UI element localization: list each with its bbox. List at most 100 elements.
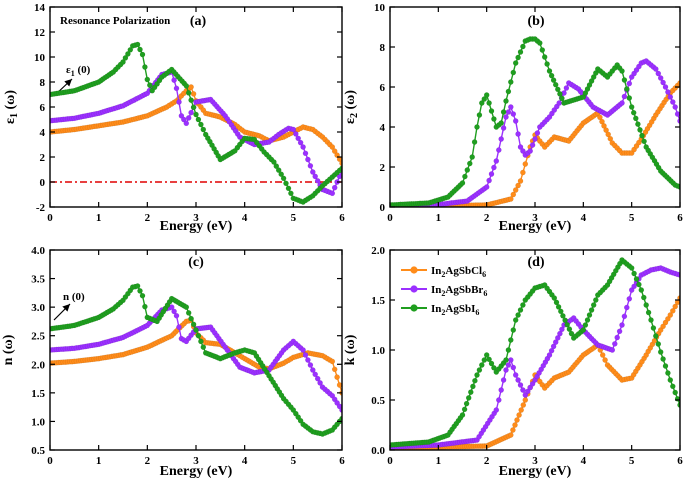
- panel-d-point-cl: [667, 312, 674, 318]
- panel-b-point-br: [496, 147, 502, 153]
- panel-b-x-tick-label: 3: [532, 212, 538, 224]
- panel-d-point-br: [522, 392, 529, 398]
- panel-a-point-br: [297, 139, 304, 146]
- panel-d-point-i: [648, 317, 654, 323]
- panel-b-series-group: [390, 36, 680, 207]
- panel-d-point-i: [645, 309, 652, 316]
- legend-label-br: In2AgSbBr6: [431, 284, 487, 298]
- panel-d-point-cl: [516, 412, 522, 418]
- panel-b-point-i: [508, 79, 514, 85]
- panel-d-point-br: [496, 397, 502, 403]
- panel-b-point-cl: [515, 182, 521, 189]
- panel-d-point-cl: [512, 422, 518, 428]
- panel-b-point-i: [539, 47, 546, 53]
- panel-d-label: (d): [527, 255, 544, 270]
- panel-d-point-br: [493, 407, 500, 413]
- panel-c-y-tick-label: 1.0: [31, 416, 45, 428]
- panel-d-point-i: [588, 307, 595, 313]
- panel-c-point-cl: [336, 382, 342, 388]
- panel-c-x-tick-label: 4: [242, 455, 248, 467]
- panel-a-point-br: [336, 173, 342, 180]
- panel-a-y-axis-label: ε1 (ω): [3, 90, 20, 124]
- panel-a-point-i: [195, 116, 202, 123]
- legend-marker-i: [410, 304, 418, 312]
- panel-d-point-cl: [522, 397, 529, 403]
- panel-b-point-cl: [520, 169, 526, 176]
- panel-b-point-br: [529, 142, 536, 148]
- panel-a-point-i: [134, 41, 141, 48]
- panel-b-point-br: [534, 130, 541, 136]
- panel-c-x-tick-label: 2: [145, 455, 151, 467]
- panel-b-point-cl: [522, 161, 529, 167]
- panel-a-y-tick-label: 10: [34, 52, 46, 64]
- panel-b-point-br: [498, 136, 504, 142]
- panel-c-point-cl: [329, 358, 336, 365]
- panel-d-point-i: [653, 333, 659, 339]
- panel-d-point-br: [527, 384, 533, 391]
- panel-b-point-i: [626, 95, 633, 101]
- panel-b-point-i: [546, 68, 553, 74]
- panel-c-point-i: [139, 292, 146, 299]
- panel-b-point-br: [500, 125, 507, 131]
- panel-c-point-i: [134, 283, 141, 289]
- panel-b-x-tick-label: 2: [484, 212, 490, 224]
- panel-b-x-tick-label: 5: [629, 212, 635, 224]
- panel-d-point-cl: [510, 427, 516, 433]
- panel-d-point-cl: [518, 407, 524, 413]
- panel-b-point-cl: [603, 127, 609, 133]
- panel-a-point-i: [188, 97, 194, 103]
- panel-a-point-br: [181, 116, 187, 123]
- panel-a-point-i: [200, 126, 207, 133]
- panel-d-point-i: [582, 322, 589, 328]
- panel-a-point-br: [331, 184, 338, 191]
- panel-d-point-br: [612, 341, 618, 347]
- panel-b-point-i: [481, 96, 488, 102]
- legend-marker-cl: [410, 266, 418, 274]
- panel-b-point-i: [635, 121, 641, 127]
- panel-a-y-tick-label: 4: [40, 127, 46, 139]
- panel-b-point-i: [639, 132, 645, 139]
- panel-c-point-i: [195, 332, 202, 339]
- legend-item-i: In2AgSbI6: [401, 303, 479, 317]
- panel-b-point-i: [559, 95, 565, 102]
- panel-b-point-br: [667, 94, 674, 100]
- panel-a-point-i: [183, 83, 190, 89]
- panel-a-y-tick-label: 2: [40, 152, 46, 164]
- panel-a-point-i: [125, 51, 131, 57]
- panel-d-point-cl: [660, 323, 666, 330]
- panel-b-point-i: [498, 120, 504, 126]
- panel-a-point-i: [278, 171, 284, 177]
- panel-a-point-br: [176, 99, 182, 105]
- panel-a-point-br: [310, 169, 316, 175]
- panel-d-point-i: [643, 302, 649, 308]
- panel-c-point-br: [302, 352, 309, 358]
- panel-c-point-i: [190, 321, 197, 328]
- panel-c-point-br: [176, 324, 182, 330]
- panel-b-point-br: [512, 118, 519, 124]
- panel-a-point-br: [173, 85, 180, 92]
- panel-a-x-tick-label: 1: [96, 212, 102, 224]
- panel-d-point-i: [517, 307, 524, 313]
- panel-d-point-br: [609, 347, 616, 353]
- panel-b-point-cl: [605, 131, 611, 138]
- panel-d-point-i: [461, 406, 468, 413]
- panel-d-series-group: [390, 257, 680, 450]
- panel-a-y-tick-label: 12: [34, 27, 46, 39]
- panel-d-point-br: [515, 377, 521, 383]
- panel-d-point-i: [558, 308, 564, 315]
- panel-b-point-br: [503, 114, 509, 120]
- panel-d-point-i: [631, 270, 637, 277]
- panel-d-point-cl: [662, 319, 669, 326]
- panel-d-point-i: [672, 389, 678, 396]
- panel-b-point-i: [544, 61, 550, 67]
- legend-label-cl: In2AgSbCl6: [431, 265, 486, 279]
- panel-d-point-i: [483, 352, 490, 358]
- panel-d-point-i: [476, 367, 483, 373]
- panel-d-point-i: [503, 357, 509, 363]
- panel-b-point-br: [508, 104, 514, 110]
- panel-a-point-br: [171, 77, 177, 83]
- legend-label-i: In2AgSbI6: [431, 303, 479, 317]
- panel-c: n (ω) Energy (eV) (c) n (0) 0 1 2 3 4 5 6 0.5 1.0 1.5…: [1, 245, 345, 479]
- panel-b-point-i: [488, 108, 495, 114]
- panel-b-point-i: [552, 81, 559, 88]
